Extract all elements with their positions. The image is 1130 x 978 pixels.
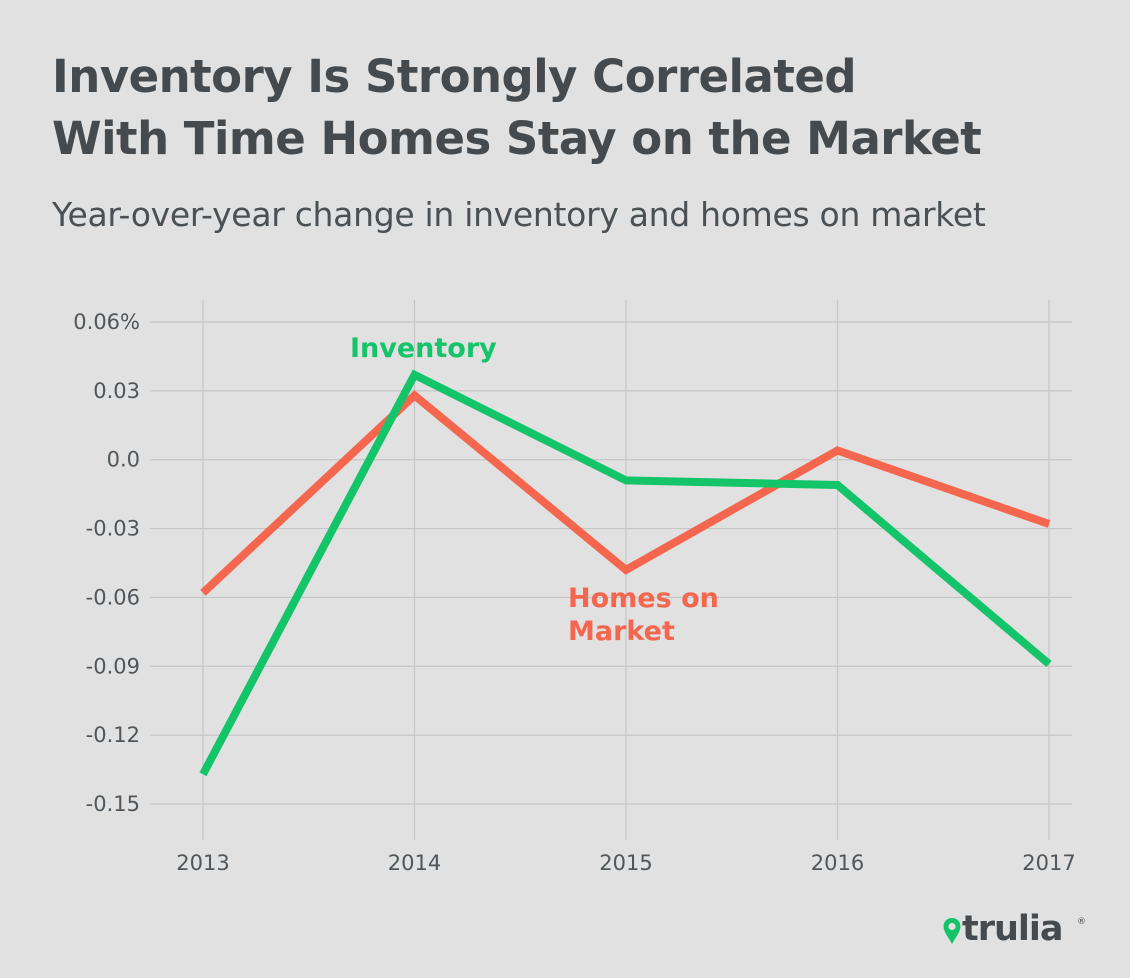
chart-title-line-2: With Time Homes Stay on the Market [52, 112, 982, 165]
y-tick-label: 0.03 [93, 379, 140, 403]
y-tick-label: -0.12 [86, 723, 140, 747]
trulia-logo: trulia ® [942, 904, 1092, 954]
chart-title-line-1: Inventory Is Strongly Correlated [52, 50, 857, 103]
logo-text: trulia [962, 909, 1064, 949]
y-tick-label: 0.0 [107, 448, 140, 472]
chart-subtitle: Year-over-year change in inventory and h… [52, 195, 986, 234]
series-label-homes-on-market: Homes on [568, 583, 719, 614]
x-tick-label: 2017 [1022, 851, 1075, 875]
map-pin-icon [943, 918, 961, 944]
x-tick-label: 2016 [811, 851, 864, 875]
series-line-inventory [199, 369, 1052, 777]
y-tick-label: -0.03 [86, 517, 140, 541]
x-tick-label: 2015 [599, 851, 652, 875]
y-tick-label: -0.15 [86, 792, 140, 816]
x-tick-label: 2013 [176, 851, 229, 875]
y-tick-label: -0.09 [86, 654, 140, 678]
x-tick-label: 2014 [388, 851, 441, 875]
series-label-inventory: Inventory [350, 333, 497, 364]
y-tick-label: 0.06% [73, 310, 140, 334]
series-label-homes-on-market: Market [568, 616, 675, 647]
y-tick-label: -0.06 [86, 585, 140, 609]
registered-mark: ® [1077, 917, 1086, 927]
series-line-homes-on-market [200, 390, 1051, 596]
chart-title: Inventory Is Strongly Correlated With Ti… [52, 46, 1092, 170]
